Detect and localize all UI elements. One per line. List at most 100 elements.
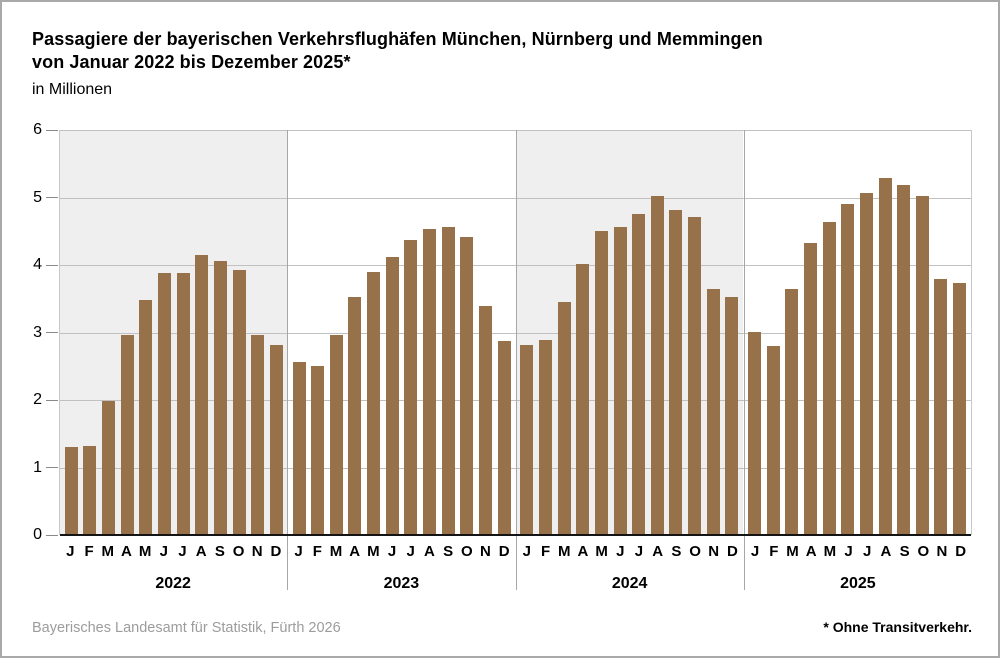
bar-2025-1 bbox=[748, 331, 762, 535]
bar-2023-1 bbox=[292, 361, 306, 535]
month-label-2024-7: J bbox=[634, 543, 644, 560]
bar-2024-3 bbox=[557, 302, 571, 535]
plot-area bbox=[59, 130, 972, 536]
y-tick-mark-5 bbox=[46, 197, 58, 198]
year-divider-2024 bbox=[515, 130, 517, 590]
month-label-2025-12: D bbox=[955, 543, 967, 560]
month-label-2024-5: M bbox=[595, 543, 608, 560]
bar-2025-2 bbox=[766, 346, 780, 535]
bar-2023-6 bbox=[385, 256, 399, 535]
bar-2023-7 bbox=[404, 240, 418, 535]
month-label-2024-3: M bbox=[557, 543, 571, 560]
bar-2022-3 bbox=[102, 401, 116, 535]
bar-2023-2 bbox=[311, 366, 325, 535]
year-group-2024 bbox=[516, 130, 744, 535]
chart-header: Passagiere der bayerischen Verkehrsflugh… bbox=[2, 2, 998, 99]
month-label-2023-6: J bbox=[387, 543, 397, 560]
bar-2022-12 bbox=[269, 344, 283, 535]
month-label-2025-9: S bbox=[899, 543, 910, 560]
bar-2024-4 bbox=[576, 264, 590, 535]
month-label-2024-12: D bbox=[726, 543, 738, 560]
bar-2023-5 bbox=[367, 272, 381, 535]
month-label-2024-1: J bbox=[522, 543, 532, 560]
month-label-2025-4: A bbox=[805, 543, 817, 560]
month-label-2024-9: S bbox=[671, 543, 682, 560]
month-label-2022-8: A bbox=[195, 543, 207, 560]
month-label-2022-7: J bbox=[178, 543, 187, 560]
y-tick-label-6: 6 bbox=[33, 121, 42, 138]
month-label-2023-10: O bbox=[460, 543, 473, 560]
bar-2024-5 bbox=[594, 231, 608, 535]
month-label-2022-4: A bbox=[120, 543, 132, 560]
year-axis-labels: 2022 2023 2024 2025 bbox=[59, 569, 972, 593]
bar-2023-8 bbox=[423, 229, 437, 535]
month-label-2024-11: N bbox=[708, 543, 720, 560]
y-tick-label-2: 2 bbox=[33, 391, 42, 408]
bar-2025-11 bbox=[934, 278, 948, 535]
bar-2025-9 bbox=[897, 185, 911, 535]
month-label-2023-11: N bbox=[480, 543, 491, 560]
y-tick-mark-2 bbox=[46, 399, 58, 401]
y-tick-mark-3 bbox=[46, 332, 58, 333]
month-label-2022-10: O bbox=[232, 543, 245, 560]
bar-2025-12 bbox=[953, 282, 967, 535]
month-label-2024-10: O bbox=[689, 543, 701, 560]
month-label-2025-3: M bbox=[786, 543, 799, 560]
bar-2024-6 bbox=[613, 226, 627, 535]
y-tick-label-0: 0 bbox=[33, 526, 42, 543]
month-label-2023-9: S bbox=[443, 543, 454, 560]
month-label-2025-11: N bbox=[936, 543, 948, 560]
bar-2024-10 bbox=[688, 217, 702, 535]
bar-2022-4 bbox=[120, 334, 134, 535]
bar-2022-11 bbox=[251, 334, 265, 535]
month-label-2025-7: J bbox=[863, 543, 872, 560]
bar-2022-7 bbox=[176, 273, 190, 535]
month-label-2022-3: M bbox=[101, 543, 114, 560]
bar-2025-6 bbox=[841, 204, 855, 535]
year-group-2022 bbox=[60, 130, 288, 535]
bar-2024-11 bbox=[706, 289, 720, 535]
year-group-2025 bbox=[743, 130, 971, 535]
year-divider-2025 bbox=[743, 130, 745, 590]
y-tick-mark-6 bbox=[46, 129, 58, 131]
month-label-2025-1: J bbox=[750, 543, 760, 560]
bar-2023-11 bbox=[478, 305, 492, 535]
x-axis-baseline bbox=[60, 534, 971, 536]
bar-2025-4 bbox=[803, 243, 817, 535]
y-tick-mark-4 bbox=[46, 264, 58, 266]
month-label-2023-1: J bbox=[294, 543, 303, 560]
chart-unit-subtitle: in Millionen bbox=[32, 81, 113, 98]
y-axis: 0 1 2 3 4 5 6 bbox=[2, 122, 59, 543]
chart-title-line1: Passagiere der bayerischen Verkehrsflugh… bbox=[32, 29, 763, 49]
month-label-2023-3: M bbox=[329, 543, 343, 560]
bar-2023-9 bbox=[441, 227, 455, 535]
year-label-2022: 2022 bbox=[155, 575, 191, 592]
bar-2025-5 bbox=[822, 222, 836, 535]
year-label-2024: 2024 bbox=[611, 575, 648, 592]
bar-2025-3 bbox=[785, 289, 799, 535]
bar-2024-12 bbox=[725, 296, 739, 535]
year-label-2023: 2023 bbox=[383, 575, 420, 592]
month-label-2022-1: J bbox=[66, 543, 75, 560]
bar-2022-6 bbox=[158, 273, 172, 535]
month-label-2025-2: F bbox=[769, 543, 779, 560]
y-tick-mark-1 bbox=[46, 467, 58, 468]
bar-2024-2 bbox=[538, 339, 552, 535]
bar-2024-1 bbox=[520, 344, 534, 535]
month-label-2025-6: J bbox=[844, 543, 853, 560]
month-label-2025-5: M bbox=[823, 543, 837, 560]
bar-2025-8 bbox=[878, 177, 892, 535]
month-label-2025-10: O bbox=[917, 543, 930, 560]
year-group-2023 bbox=[288, 130, 516, 535]
month-label-2023-2: F bbox=[312, 543, 322, 560]
bar-2024-7 bbox=[632, 214, 646, 535]
bar-2022-9 bbox=[213, 260, 227, 535]
y-tick-label-3: 3 bbox=[33, 323, 42, 341]
bar-2022-2 bbox=[83, 445, 97, 535]
bar-2023-10 bbox=[460, 236, 474, 535]
bar-2025-10 bbox=[915, 196, 929, 535]
